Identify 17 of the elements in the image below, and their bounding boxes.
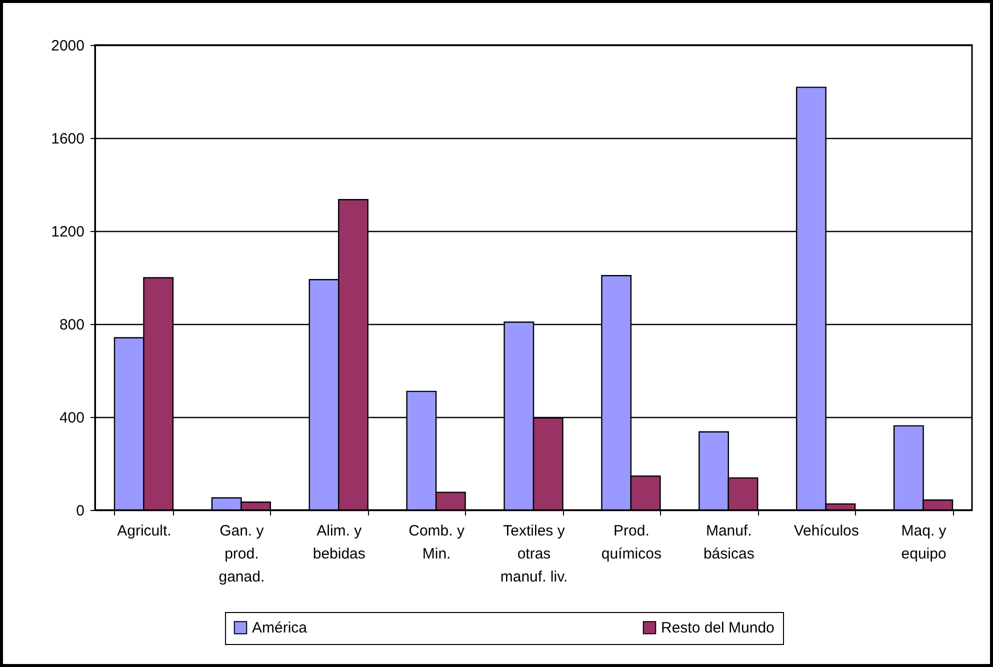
y-tick-label: 400 [59, 410, 84, 426]
x-tick-label: Comb. y Min. [408, 522, 465, 562]
legend-label: Resto del Mundo [661, 620, 774, 637]
y-tick-label: 0 [76, 502, 84, 520]
x-tick-label: Manuf. básicas [703, 522, 754, 562]
x-tick-label: Prod. químicos [601, 522, 662, 562]
x-tick-label: Maq. y equipo [901, 522, 947, 562]
x-tick-label: Agricult. [117, 522, 172, 540]
x-tick-label: Gan. y prod. ganad. [218, 522, 265, 586]
y-tick-label: 2000 [51, 38, 84, 54]
y-tick-label: 800 [59, 316, 84, 334]
x-tick-label: Textiles y otras manuf. liv. [500, 522, 568, 586]
y-tick-label: 1200 [51, 224, 84, 240]
legend-label: América [252, 620, 308, 637]
x-tick-label: Vehículos [794, 522, 859, 540]
x-tick-label: Alim. y bebidas [312, 522, 366, 562]
y-tick-label: 1600 [51, 130, 84, 148]
